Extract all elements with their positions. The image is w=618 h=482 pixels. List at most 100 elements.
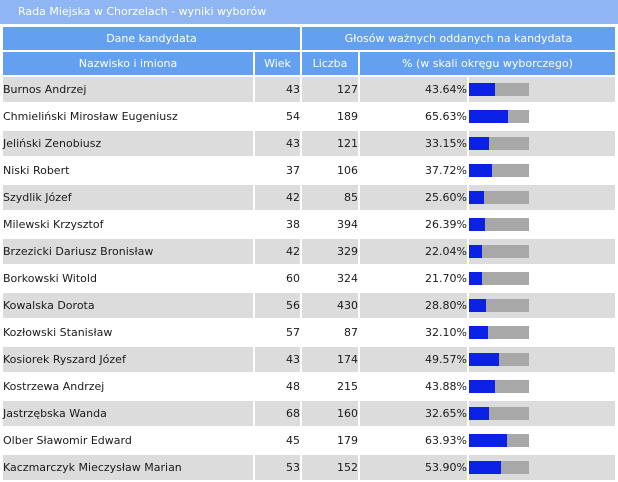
candidate-percent: 43.64%: [360, 77, 467, 102]
share-bar: [469, 164, 529, 177]
candidate-name: Burnos Andrzej: [3, 77, 253, 102]
table-row: Kosiorek Ryszard Józef 43 174 49.57%: [3, 347, 615, 372]
header-age[interactable]: Wiek: [255, 52, 300, 75]
table-row: Chmieliński Mirosław Eugeniusz 54 189 65.63…: [3, 104, 615, 129]
share-bar: [469, 83, 529, 96]
candidate-votes: 106: [302, 158, 358, 183]
candidate-age: 43: [255, 347, 300, 372]
share-bar-fill: [469, 299, 487, 312]
candidate-share-bar-cell: [469, 212, 615, 237]
share-bar: [469, 434, 529, 447]
candidate-age: 42: [255, 239, 300, 264]
share-bar: [469, 272, 529, 285]
share-bar: [469, 299, 529, 312]
candidate-votes: 127: [302, 77, 358, 102]
candidate-share-bar-cell: [469, 239, 615, 264]
table-row: Szydlik Józef 42 85 25.60%: [3, 185, 615, 210]
share-bar-fill: [469, 245, 483, 258]
candidate-name: Jeliński Zenobiusz: [3, 131, 253, 156]
table-row: Jastrzębska Wanda 68 160 32.65%: [3, 401, 615, 426]
candidate-name: Kosiorek Ryszard Józef: [3, 347, 253, 372]
table-row: Olber Sławomir Edward 45 179 63.93%: [3, 428, 615, 453]
candidate-name: Niski Robert: [3, 158, 253, 183]
candidate-share-bar-cell: [469, 266, 615, 291]
candidate-votes: 215: [302, 374, 358, 399]
candidate-name: Kowalska Dorota: [3, 293, 253, 318]
share-bar: [469, 191, 529, 204]
header-name[interactable]: Nazwisko i imiona: [3, 52, 253, 75]
share-bar-fill: [469, 461, 502, 474]
candidate-percent: 32.10%: [360, 320, 467, 345]
candidate-votes: 430: [302, 293, 358, 318]
share-bar: [469, 461, 529, 474]
candidate-name: Olber Sławomir Edward: [3, 428, 253, 453]
table-row: Borkowski Witold 60 324 21.70%: [3, 266, 615, 291]
candidate-percent: 28.80%: [360, 293, 467, 318]
candidate-share-bar-cell: [469, 347, 615, 372]
candidate-percent: 53.90%: [360, 455, 467, 480]
share-bar: [469, 353, 529, 366]
candidate-age: 38: [255, 212, 300, 237]
candidate-share-bar-cell: [469, 131, 615, 156]
share-bar-fill: [469, 380, 496, 393]
candidate-votes: 394: [302, 212, 358, 237]
candidate-percent: 49.57%: [360, 347, 467, 372]
share-bar-fill: [469, 407, 489, 420]
title-bar: Rada Miejska w Chorzelach - wyniki wybor…: [0, 0, 618, 24]
share-bar: [469, 110, 529, 123]
share-bar: [469, 245, 529, 258]
page-title: Rada Miejska w Chorzelach - wyniki wybor…: [18, 5, 267, 18]
candidate-percent: 65.63%: [360, 104, 467, 129]
share-bar-fill: [469, 326, 489, 339]
candidate-votes: 179: [302, 428, 358, 453]
candidate-name: Borkowski Witold: [3, 266, 253, 291]
candidate-name: Szydlik Józef: [3, 185, 253, 210]
candidate-percent: 22.04%: [360, 239, 467, 264]
candidate-percent: 33.15%: [360, 131, 467, 156]
candidate-share-bar-cell: [469, 158, 615, 183]
candidate-age: 48: [255, 374, 300, 399]
share-bar-fill: [469, 218, 485, 231]
candidate-votes: 152: [302, 455, 358, 480]
candidate-name: Kaczmarczyk Mieczysław Marian: [3, 455, 253, 480]
share-bar-fill: [469, 434, 508, 447]
share-bar-fill: [469, 137, 489, 150]
share-bar-fill: [469, 83, 496, 96]
candidate-votes: 174: [302, 347, 358, 372]
candidate-name: Brzezicki Dariusz Bronisław: [3, 239, 253, 264]
candidate-name: Milewski Krzysztof: [3, 212, 253, 237]
table-row: Burnos Andrzej 43 127 43.64%: [3, 77, 615, 102]
candidate-share-bar-cell: [469, 77, 615, 102]
candidate-age: 57: [255, 320, 300, 345]
candidate-age: 53: [255, 455, 300, 480]
share-bar-fill: [469, 164, 492, 177]
candidate-age: 43: [255, 131, 300, 156]
table-row: Kostrzewa Andrzej 48 215 43.88%: [3, 374, 615, 399]
candidate-name: Chmieliński Mirosław Eugeniusz: [3, 104, 253, 129]
share-bar-fill: [469, 191, 485, 204]
candidate-name: Jastrzębska Wanda: [3, 401, 253, 426]
candidate-age: 42: [255, 185, 300, 210]
candidate-percent: 25.60%: [360, 185, 467, 210]
results-table: Dane kandydata Głosów ważnych oddanych n…: [1, 25, 617, 482]
header-percent[interactable]: % (w skali okręgu wyborczego): [360, 52, 615, 75]
candidate-name: Kozłowski Stanisław: [3, 320, 253, 345]
candidate-age: 45: [255, 428, 300, 453]
candidate-age: 60: [255, 266, 300, 291]
header-count[interactable]: Liczba: [302, 52, 358, 75]
candidate-percent: 37.72%: [360, 158, 467, 183]
candidate-share-bar-cell: [469, 401, 615, 426]
share-bar: [469, 218, 529, 231]
share-bar-fill: [469, 110, 509, 123]
table-row: Milewski Krzysztof 38 394 26.39%: [3, 212, 615, 237]
candidate-votes: 189: [302, 104, 358, 129]
candidate-percent: 43.88%: [360, 374, 467, 399]
candidate-age: 54: [255, 104, 300, 129]
candidate-age: 37: [255, 158, 300, 183]
candidate-votes: 121: [302, 131, 358, 156]
candidate-percent: 21.70%: [360, 266, 467, 291]
table-row: Jeliński Zenobiusz 43 121 33.15%: [3, 131, 615, 156]
candidate-age: 68: [255, 401, 300, 426]
candidate-votes: 85: [302, 185, 358, 210]
candidate-share-bar-cell: [469, 374, 615, 399]
